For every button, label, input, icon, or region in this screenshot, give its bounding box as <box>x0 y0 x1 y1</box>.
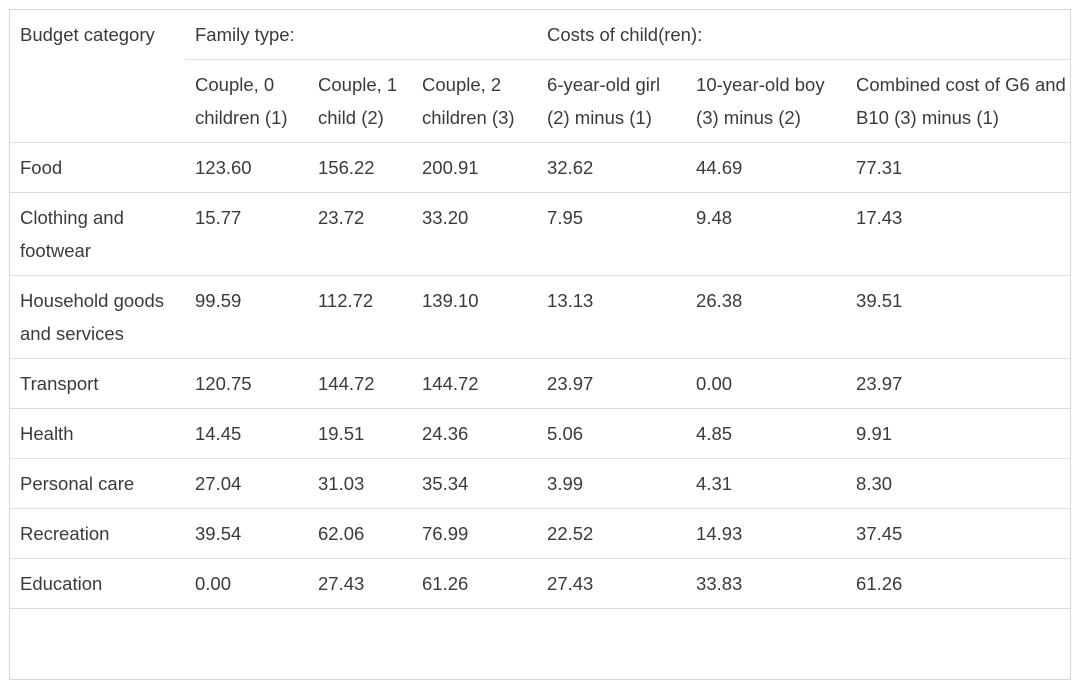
cell-value: 31.03 <box>308 458 412 509</box>
cell-value: 200.91 <box>412 142 538 193</box>
cell-value: 156.22 <box>308 142 412 193</box>
cell-value: 23.97 <box>846 358 1070 409</box>
cell-value: 9.48 <box>686 192 847 276</box>
cell-value: 27.43 <box>308 558 412 609</box>
row-category: Clothing and footwear <box>10 192 185 276</box>
cell-value: 4.85 <box>686 408 847 459</box>
cell-value: 14.93 <box>686 508 847 559</box>
cell-value: 14.45 <box>185 408 308 459</box>
column-header-couple-1-child: Couple, 1 child (2) <box>308 59 412 143</box>
table-row: Personal care 27.04 31.03 35.34 3.99 4.3… <box>10 458 1070 509</box>
row-category: Household goods and services <box>10 275 185 359</box>
cell-value: 26.38 <box>686 275 847 359</box>
row-category: Personal care <box>10 458 185 509</box>
table-row: Clothing and footwear 15.77 23.72 33.20 … <box>10 192 1070 276</box>
header-costs-of-children: Costs of child(ren): <box>537 10 1070 60</box>
cell-value: 33.20 <box>412 192 538 276</box>
cell-value: 9.91 <box>846 408 1070 459</box>
cell-value: 22.52 <box>537 508 687 559</box>
budget-table: Budget category Family type: Costs of ch… <box>10 10 1070 609</box>
table-row: Household goods and services 99.59 112.7… <box>10 275 1070 359</box>
cell-value: 39.54 <box>185 508 308 559</box>
column-header-girl-cost: 6-year-old girl (2) minus (1) <box>537 59 687 143</box>
cell-value: 5.06 <box>537 408 687 459</box>
cell-value: 120.75 <box>185 358 308 409</box>
table-row: Education 0.00 27.43 61.26 27.43 33.83 6… <box>10 558 1070 609</box>
budget-table-container: Budget category Family type: Costs of ch… <box>9 9 1071 680</box>
cell-value: 139.10 <box>412 275 538 359</box>
cell-value: 17.43 <box>846 192 1070 276</box>
cell-value: 37.45 <box>846 508 1070 559</box>
table-row: Recreation 39.54 62.06 76.99 22.52 14.93… <box>10 508 1070 559</box>
row-category: Health <box>10 408 185 459</box>
cell-value: 0.00 <box>686 358 847 409</box>
row-category: Recreation <box>10 508 185 559</box>
cell-value: 61.26 <box>846 558 1070 609</box>
row-category: Food <box>10 142 185 193</box>
cell-value: 13.13 <box>537 275 687 359</box>
cell-value: 39.51 <box>846 275 1070 359</box>
cell-value: 35.34 <box>412 458 538 509</box>
cell-value: 61.26 <box>412 558 538 609</box>
header-row-groups: Budget category Family type: Costs of ch… <box>10 10 1070 143</box>
table-row: Health 14.45 19.51 24.36 5.06 4.85 9.91 <box>10 408 1070 459</box>
cell-value: 144.72 <box>308 358 412 409</box>
column-header-couple-2-children: Couple, 2 children (3) <box>412 59 538 143</box>
cell-value: 144.72 <box>412 358 538 409</box>
header-budget-category: Budget category <box>10 10 185 143</box>
table-row: Transport 120.75 144.72 144.72 23.97 0.0… <box>10 358 1070 409</box>
cell-value: 99.59 <box>185 275 308 359</box>
cell-value: 4.31 <box>686 458 847 509</box>
header-family-type: Family type: <box>185 10 538 60</box>
table-body: Food 123.60 156.22 200.91 32.62 44.69 77… <box>10 142 1070 609</box>
table-header: Budget category Family type: Costs of ch… <box>10 10 1070 143</box>
header-row-columns: Couple, 0 children (1) Couple, 1 child (… <box>10 59 1070 143</box>
cell-value: 0.00 <box>185 558 308 609</box>
cell-value: 23.72 <box>308 192 412 276</box>
column-header-boy-cost: 10-year-old boy (3) minus (2) <box>686 59 847 143</box>
column-header-couple-0-children: Couple, 0 children (1) <box>185 59 308 143</box>
cell-value: 123.60 <box>185 142 308 193</box>
cell-value: 23.97 <box>537 358 687 409</box>
column-header-combined-cost: Combined cost of G6 and B10 (3) minus (1… <box>846 59 1070 143</box>
cell-value: 24.36 <box>412 408 538 459</box>
cell-value: 77.31 <box>846 142 1070 193</box>
cell-value: 7.95 <box>537 192 687 276</box>
cell-value: 76.99 <box>412 508 538 559</box>
cell-value: 62.06 <box>308 508 412 559</box>
row-category: Transport <box>10 358 185 409</box>
cell-value: 32.62 <box>537 142 687 193</box>
cell-value: 44.69 <box>686 142 847 193</box>
cell-value: 33.83 <box>686 558 847 609</box>
cell-value: 27.04 <box>185 458 308 509</box>
cell-value: 15.77 <box>185 192 308 276</box>
cell-value: 27.43 <box>537 558 687 609</box>
cell-value: 8.30 <box>846 458 1070 509</box>
table-row: Food 123.60 156.22 200.91 32.62 44.69 77… <box>10 142 1070 193</box>
cell-value: 3.99 <box>537 458 687 509</box>
cell-value: 112.72 <box>308 275 412 359</box>
cell-value: 19.51 <box>308 408 412 459</box>
row-category: Education <box>10 558 185 609</box>
